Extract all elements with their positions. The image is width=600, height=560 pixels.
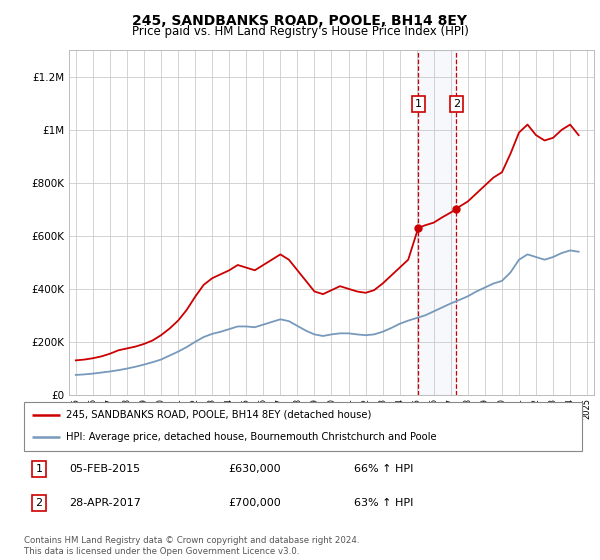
Text: HPI: Average price, detached house, Bournemouth Christchurch and Poole: HPI: Average price, detached house, Bour… xyxy=(66,432,436,442)
Text: 66% ↑ HPI: 66% ↑ HPI xyxy=(354,464,413,474)
Text: 05-FEB-2015: 05-FEB-2015 xyxy=(69,464,140,474)
Text: 245, SANDBANKS ROAD, POOLE, BH14 8EY: 245, SANDBANKS ROAD, POOLE, BH14 8EY xyxy=(133,14,467,28)
Text: 1: 1 xyxy=(35,464,43,474)
Text: 2: 2 xyxy=(453,99,460,109)
Text: 28-APR-2017: 28-APR-2017 xyxy=(69,498,141,508)
Text: £630,000: £630,000 xyxy=(228,464,281,474)
Text: Contains HM Land Registry data © Crown copyright and database right 2024.
This d: Contains HM Land Registry data © Crown c… xyxy=(24,536,359,556)
Text: 1: 1 xyxy=(415,99,422,109)
Text: 63% ↑ HPI: 63% ↑ HPI xyxy=(354,498,413,508)
Text: £700,000: £700,000 xyxy=(228,498,281,508)
Text: 2: 2 xyxy=(35,498,43,508)
Bar xyxy=(418,50,456,395)
FancyBboxPatch shape xyxy=(24,402,582,451)
Text: Price paid vs. HM Land Registry's House Price Index (HPI): Price paid vs. HM Land Registry's House … xyxy=(131,25,469,38)
Text: 245, SANDBANKS ROAD, POOLE, BH14 8EY (detached house): 245, SANDBANKS ROAD, POOLE, BH14 8EY (de… xyxy=(66,410,371,420)
